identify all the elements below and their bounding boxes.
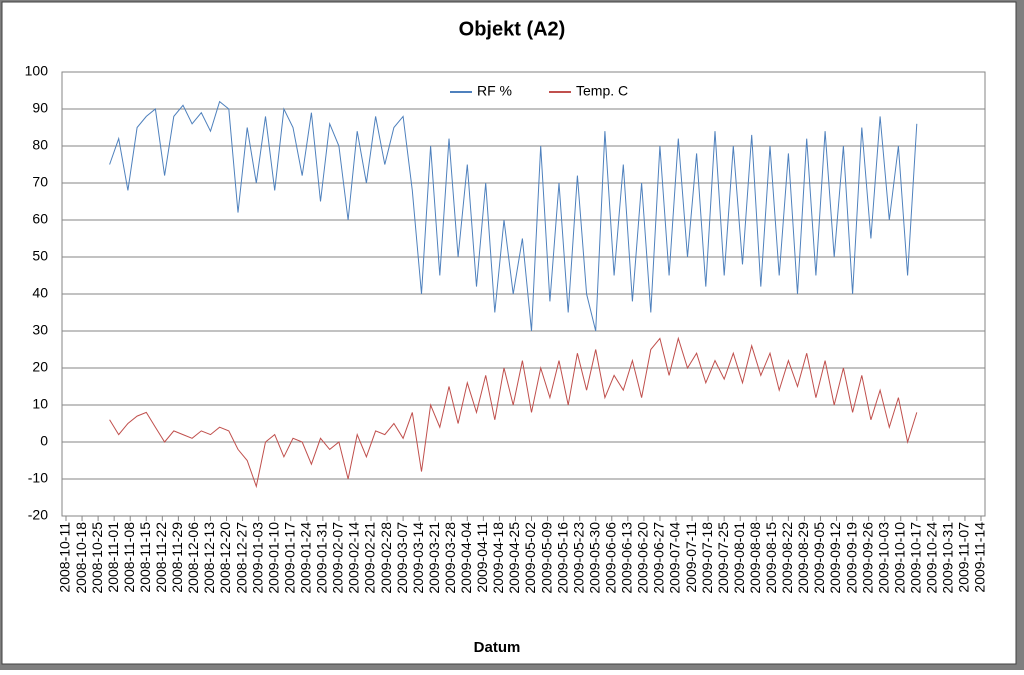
legend-label: Temp. C [576, 83, 628, 99]
x-tick-label: 2008-11-15 [137, 522, 153, 593]
x-tick-label: 2009-02-07 [330, 522, 346, 594]
x-tick-label: 2009-09-19 [843, 522, 859, 594]
x-tick-label: 2009-01-17 [281, 522, 297, 594]
x-tick-label: 2009-11-07 [956, 522, 972, 593]
x-tick-label: 2009-01-10 [265, 522, 281, 594]
x-tick-label: 2009-06-27 [651, 522, 667, 594]
x-tick-label: 2009-01-24 [297, 522, 313, 594]
x-tick-label: 2009-10-10 [891, 522, 907, 594]
x-tick-label: 2009-02-28 [378, 522, 394, 594]
x-tick-label: 2009-06-13 [619, 522, 635, 594]
series-line [109, 336, 918, 489]
x-tick-label: 2008-12-13 [201, 522, 217, 594]
y-tick-label: 10 [32, 396, 48, 412]
x-tick-label: 2009-06-20 [635, 522, 651, 594]
x-tick-label: 2008-11-29 [169, 522, 185, 593]
x-tick-label: 2009-03-07 [394, 522, 410, 594]
x-tick-label: 2009-01-03 [249, 522, 265, 594]
x-tick-label: 2009-04-11 [474, 522, 490, 593]
x-tick-label: 2009-06-06 [602, 522, 618, 594]
x-tick-label: 2009-11-14 [972, 522, 988, 593]
x-tick-label: 2009-07-11 [683, 522, 699, 593]
x-tick-label: 2009-08-08 [747, 522, 763, 594]
x-tick-label: 2008-10-11 [57, 522, 73, 593]
x-tick-label: 2008-11-01 [105, 522, 121, 593]
x-tick-label: 2009-02-14 [346, 522, 362, 594]
x-tick-label: 2009-05-02 [522, 522, 538, 594]
y-tick-label: 0 [40, 433, 48, 449]
x-tick-label: 2009-07-18 [699, 522, 715, 594]
x-tick-label: 2009-04-25 [506, 522, 522, 594]
x-tick-label: 2008-12-27 [233, 522, 249, 594]
x-tick-label: 2009-04-18 [490, 522, 506, 594]
y-tick-label: 30 [32, 322, 48, 338]
y-tick-label: 100 [25, 63, 49, 79]
x-tick-label: 2008-11-08 [121, 522, 137, 593]
x-tick-label: 2008-12-20 [217, 522, 233, 594]
x-tick-label: 2008-11-22 [153, 522, 169, 593]
x-tick-label: 2009-03-28 [442, 522, 458, 594]
chart-area [1, 1, 1017, 665]
x-tick-label: 2009-09-26 [859, 522, 875, 594]
x-tick-label: 2008-12-06 [185, 522, 201, 594]
x-tick-label: 2008-10-25 [89, 522, 105, 594]
x-tick-label: 2009-07-04 [667, 522, 683, 594]
x-tick-label: 2009-08-22 [779, 522, 795, 594]
y-tick-label: 90 [32, 100, 48, 116]
y-tick-label: 20 [32, 359, 48, 375]
x-tick-label: 2009-03-14 [410, 522, 426, 594]
x-tick-label: 2009-05-23 [570, 522, 586, 594]
x-tick-label: 2009-10-31 [940, 522, 956, 594]
x-tick-label: 2009-10-24 [924, 522, 940, 594]
y-tick-label: 50 [32, 248, 48, 264]
x-tick-label: 2009-02-21 [362, 522, 378, 594]
x-tick-label: 2009-10-17 [907, 522, 923, 594]
x-tick-label: 2009-05-16 [554, 522, 570, 594]
x-tick-label: 2009-03-21 [426, 522, 442, 594]
x-tick-label: 2009-05-09 [538, 522, 554, 594]
x-tick-label: 2008-10-18 [73, 522, 89, 594]
x-tick-label: 2009-08-01 [731, 522, 747, 594]
x-tick-label: 2009-09-12 [827, 522, 843, 594]
y-tick-label: 80 [32, 137, 48, 153]
x-tick-label: 2009-07-25 [715, 522, 731, 594]
x-tick-label: 2009-08-29 [795, 522, 811, 594]
x-tick-label: 2009-08-15 [763, 522, 779, 594]
y-tick-label: 40 [32, 285, 48, 301]
chart-title: Objekt (A2) [459, 18, 566, 40]
y-tick-label: -20 [28, 507, 48, 523]
x-tick-label: 2009-09-05 [811, 522, 827, 594]
legend-label: RF % [477, 83, 512, 99]
x-tick-label: 2009-04-04 [458, 522, 474, 594]
x-axis-title: Datum [474, 639, 521, 656]
x-tick-label: 2009-05-30 [586, 522, 602, 594]
y-tick-label: -10 [28, 470, 48, 486]
x-tick-label: 2009-10-03 [875, 522, 891, 594]
y-tick-label: 60 [32, 211, 48, 227]
y-tick-label: 70 [32, 174, 48, 190]
x-tick-label: 2009-01-31 [314, 522, 330, 594]
series-line [109, 100, 918, 332]
